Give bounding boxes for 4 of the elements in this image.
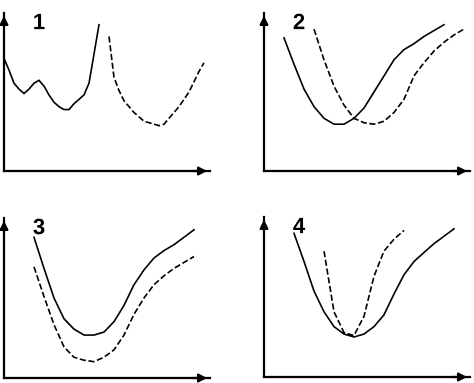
chart-title: 3 [33, 218, 44, 234]
chart-title: 1 [34, 14, 45, 30]
chart-title: 2 [294, 14, 304, 30]
chart-title: 4 [293, 218, 306, 234]
